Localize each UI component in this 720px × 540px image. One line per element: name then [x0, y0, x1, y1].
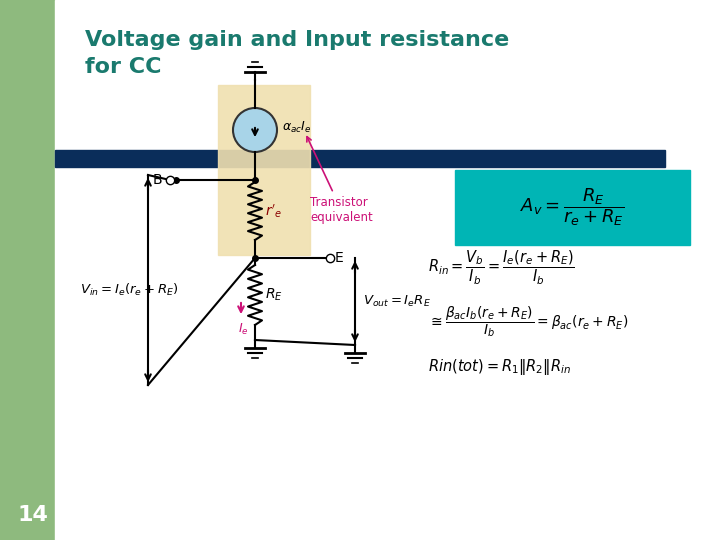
Text: $I_e$: $I_e$ [238, 322, 248, 337]
FancyBboxPatch shape [60, 0, 666, 158]
Text: B: B [153, 173, 162, 187]
Bar [218, 85, 310, 255]
Bar [0, 0, 55, 540]
Text: Transistor
equivalent: Transistor equivalent [307, 137, 373, 224]
Bar [455, 170, 690, 245]
Circle shape [233, 108, 277, 152]
Text: $\alpha_{ac}I_e$: $\alpha_{ac}I_e$ [282, 119, 312, 134]
Text: for CC: for CC [85, 57, 161, 77]
Text: $R_E$: $R_E$ [265, 287, 283, 303]
Text: $V_{in} = I_e\left(r_e + R_E\right)$: $V_{in} = I_e\left(r_e + R_E\right)$ [80, 282, 179, 298]
Text: Voltage gain and Input resistance: Voltage gain and Input resistance [85, 30, 509, 50]
Text: $r'_e$: $r'_e$ [265, 202, 282, 220]
Text: $V_{out} = I_e R_E$: $V_{out} = I_e R_E$ [363, 294, 431, 309]
Text: $R_{in} = \dfrac{V_b}{I_b} = \dfrac{I_e\left(r_e + R_E\right)}{I_b}$: $R_{in} = \dfrac{V_b}{I_b} = \dfrac{I_e\… [428, 249, 575, 287]
Bar [55, 150, 665, 167]
Text: 14: 14 [18, 505, 49, 525]
Text: $\cong \dfrac{\beta_{ac}I_b\left(r_e + R_E\right)}{I_b} = \beta_{ac}\left(r_e + : $\cong \dfrac{\beta_{ac}I_b\left(r_e + R… [428, 305, 629, 339]
Text: E: E [335, 251, 343, 265]
Bar [0, 0, 240, 150]
Text: $A_v = \dfrac{R_E}{r_e + R_E}$: $A_v = \dfrac{R_E}{r_e + R_E}$ [521, 187, 624, 228]
Text: $Rin(tot) = R_1 \| R_2 \| R_{in}$: $Rin(tot) = R_1 \| R_2 \| R_{in}$ [428, 357, 571, 377]
